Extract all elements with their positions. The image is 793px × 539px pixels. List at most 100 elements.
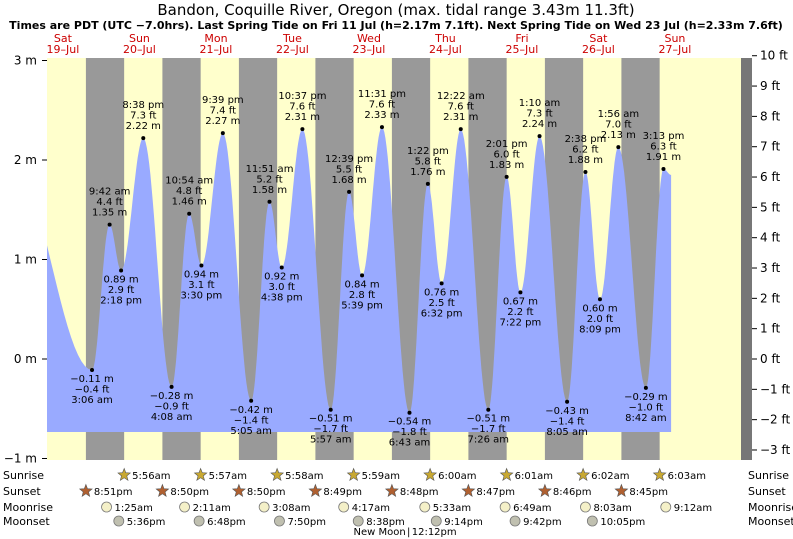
low-tide-label: −0.43 m−1.4 ft8:05 am <box>545 406 589 438</box>
tide-ft: −1.8 ft <box>392 427 427 438</box>
sunrise-row-label-left: Sunrise <box>3 469 44 482</box>
tide-ft: 7.6 ft <box>369 100 395 111</box>
high-tide-label: 8:38 pm7.3 ft2.22 m <box>122 100 164 132</box>
sunrise-time: 5:59am <box>362 471 400 482</box>
left-axis-label: 2 m <box>14 153 37 167</box>
low-tide-point <box>249 398 254 403</box>
tide-time: 5:57 am <box>310 435 352 446</box>
tide-ft: 2.0 ft <box>587 314 613 325</box>
tide-time: 3:30 pm <box>181 290 223 301</box>
right-axis-label: 0 ft <box>760 352 780 366</box>
moonrise-icon <box>580 501 591 513</box>
moonrise-icon <box>258 501 270 513</box>
tide-ft: −1.7 ft <box>313 424 348 435</box>
tide-time: 5:05 am <box>230 426 272 437</box>
tide-ft: −1.7 ft <box>471 424 506 435</box>
high-tide-label: 12:39 pm5.5 ft1.68 m <box>325 154 373 186</box>
sunset-icon <box>461 483 476 497</box>
tide-ft: 2.5 ft <box>428 298 454 309</box>
tide-time: 8:38 pm <box>122 100 164 111</box>
day-name: Thu <box>434 32 456 45</box>
sunrise-time: 5:58am <box>285 471 323 482</box>
tide-ft: 6.0 ft <box>493 149 519 160</box>
sunset-time: 8:48pm <box>400 487 439 498</box>
moonset-time: 6:48pm <box>207 517 246 528</box>
moonset-icon <box>509 515 521 527</box>
low-tide-label: −0.51 m−1.7 ft7:26 am <box>467 414 511 446</box>
low-tide-label: −0.42 m−1.4 ft5:05 am <box>229 405 273 437</box>
moonrise-time: 6:49am <box>513 503 551 514</box>
sunrise-time: 5:56am <box>132 471 170 482</box>
moon-phase-separator: | <box>407 527 410 538</box>
high-tide-label: 2:01 pm6.0 ft1.83 m <box>486 139 528 171</box>
tide-ft: −0.4 ft <box>75 384 110 395</box>
tide-ft: 5.2 ft <box>256 174 282 185</box>
sunrise-time: 6:00am <box>438 471 476 482</box>
sunrise-icon <box>346 467 361 481</box>
low-tide-label: 0.92 m3.0 ft4:38 pm <box>261 271 303 303</box>
left-axis-label: 0 m <box>14 352 37 366</box>
tide-time: 9:39 pm <box>202 95 244 106</box>
high-tide-point <box>107 222 112 227</box>
tide-time: 12:39 pm <box>325 154 373 165</box>
sunrise-icon <box>193 467 208 481</box>
tide-m: 2.31 m <box>285 112 320 123</box>
astronomy-rows: Sunrise Sunrise 5:56am 5:57am 5:58am 5:59am 6:… <box>3 467 793 538</box>
tide-time: 6:43 am <box>389 438 431 449</box>
right-axis-label: 7 ft <box>760 140 780 154</box>
tide-m: 2.27 m <box>205 116 240 127</box>
tide-ft: 6.3 ft <box>650 141 676 152</box>
moonrise-row-label-left: Moonrise <box>3 501 53 514</box>
high-tide-label: 3:13 pm6.3 ft1.91 m <box>643 131 685 163</box>
right-axis-label: 8 ft <box>760 109 780 123</box>
sunrise-icon <box>652 467 667 481</box>
sunset-time: 8:51pm <box>94 487 133 498</box>
day-name: Sat <box>54 32 73 45</box>
tide-m: −0.42 m <box>229 405 273 416</box>
low-tide-point <box>439 281 444 286</box>
high-tide-point <box>504 174 509 179</box>
day-name: Wed <box>357 32 381 45</box>
high-tide-point <box>583 169 588 174</box>
tide-m: −0.54 m <box>388 417 432 428</box>
sunrise-icon <box>499 467 514 481</box>
tide-m: 1.83 m <box>489 160 524 171</box>
moonset-time: 9:14pm <box>444 517 483 528</box>
high-tide-point <box>379 125 384 130</box>
moonset-icon <box>274 515 285 527</box>
high-tide-label: 10:54 am4.8 ft1.46 m <box>165 176 213 208</box>
moonset-icon <box>352 515 364 527</box>
tide-ft: 3.1 ft <box>188 280 214 291</box>
sunset-time: 8:50pm <box>247 487 286 498</box>
low-tide-point <box>486 407 491 412</box>
moonrise-icon <box>101 501 112 513</box>
moonset-icon <box>113 515 125 527</box>
tide-m: 2.33 m <box>364 110 399 121</box>
low-tide-label: 0.67 m2.2 ft7:22 pm <box>500 296 542 328</box>
right-axis-label: 1 ft <box>760 322 780 336</box>
moonrise-icon <box>179 501 190 513</box>
low-tide-point <box>407 410 412 415</box>
sunset-icon <box>614 483 629 497</box>
tide-ft: 2.9 ft <box>108 285 134 296</box>
moonset-time: 10:05pm <box>600 517 645 528</box>
sunrise-icon <box>117 467 132 481</box>
right-axis-label: 9 ft <box>760 79 780 93</box>
tide-time: 12:22 am <box>437 91 485 102</box>
tide-m: 0.67 m <box>503 296 538 307</box>
sunset-icon <box>384 483 399 497</box>
tide-m: 0.60 m <box>582 303 617 314</box>
day-date: 27–Jul <box>659 43 692 56</box>
low-tide-label: 0.89 m2.9 ft2:18 pm <box>100 274 142 306</box>
high-tide-point <box>347 189 352 194</box>
sunset-time: 8:50pm <box>170 487 209 498</box>
day-date: 25–Jul <box>506 43 539 56</box>
moonset-time: 9:42pm <box>523 517 562 528</box>
high-tide-point <box>458 127 463 132</box>
tide-time: 7:26 am <box>468 435 510 446</box>
high-tide-label: 1:22 pm5.8 ft1.76 m <box>407 146 449 178</box>
tide-ft: 6.2 ft <box>572 144 598 155</box>
low-tide-label: −0.29 m−1.0 ft8:42 am <box>624 392 668 424</box>
low-tide-point <box>169 384 174 389</box>
low-tide-point <box>328 407 333 412</box>
